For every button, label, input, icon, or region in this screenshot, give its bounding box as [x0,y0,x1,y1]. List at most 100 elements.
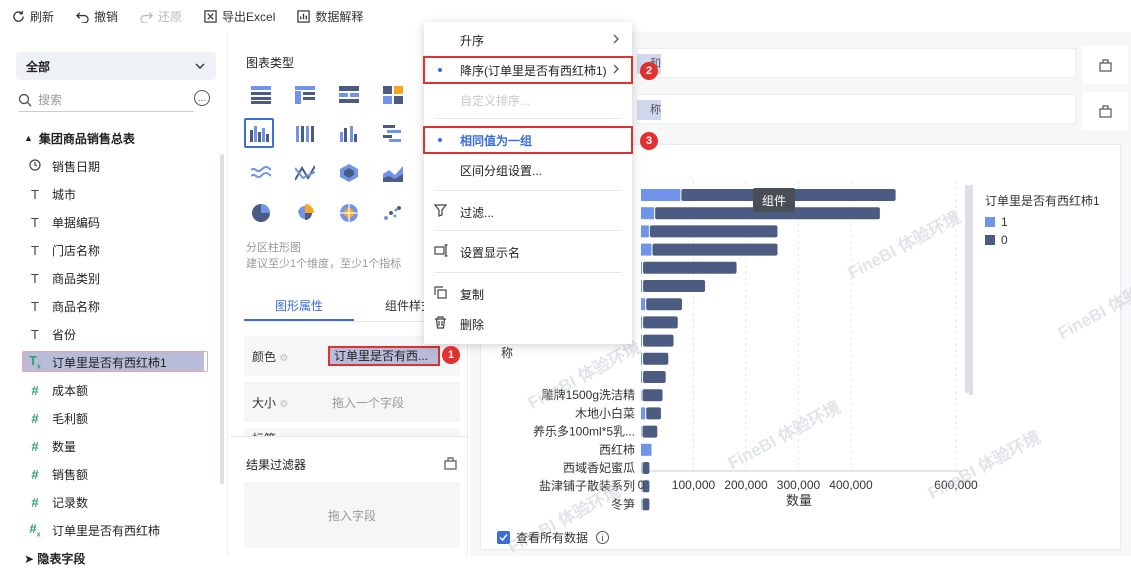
menu-item-descending[interactable]: 降序(订单里是否有西红柿1) [424,56,632,84]
explain-label: 数据解释 [315,9,364,24]
stacked-bar-chart-icon[interactable] [290,118,320,148]
kpi-card-icon[interactable] [378,80,408,110]
search-input[interactable]: 搜索 [18,88,194,112]
result-filter-dropzone[interactable]: 拖入字段 [244,482,460,548]
field-item[interactable]: # 记录数 [0,488,228,516]
search-icon [18,93,32,106]
field-item-selected[interactable]: Tx 订单里是否有西红柿1 [0,348,228,376]
menu-label: 自定义排序... [460,93,531,108]
size-label-text: 大小 [252,395,277,410]
sunburst-chart-icon[interactable] [334,198,364,228]
field-group-collapsed[interactable]: ➤ 隐表字段 [0,544,228,572]
partition-bar-chart-icon[interactable] [244,118,274,148]
refresh-label: 刷新 [30,9,55,24]
field-item[interactable]: 销售日期 [0,152,228,180]
field-item[interactable]: T 城市 [0,180,228,208]
label-property-row: 标签 [244,428,460,436]
legend-label: 1 [1001,215,1008,229]
number-icon: # [31,494,39,510]
undo-button[interactable]: 撤销 [76,8,118,25]
field-item[interactable]: #x 订单里是否有西红柿 [0,516,228,544]
number-icon: # [31,466,39,482]
field-item[interactable]: # 成本额 [0,376,228,404]
y-axis-dropzone[interactable]: 称 [636,94,1076,124]
export-excel-button[interactable]: 导出Excel [204,8,275,25]
chart-type-title: 图表类型 [246,56,295,70]
field-label: 省份 [52,327,77,342]
tab-component-style[interactable]: 组件样式 [384,299,433,313]
x-axis-dropzone[interactable]: 和 [636,48,1076,78]
x-tick-label: 100,000 [672,478,716,492]
data-explain-button[interactable]: 数据解释 [297,8,363,25]
area-chart-icon[interactable] [378,158,408,188]
number-icon: # [31,410,39,426]
bar-series-1 [641,334,643,347]
scatter-chart-icon[interactable] [378,198,408,228]
rose-chart-icon[interactable] [290,198,320,228]
settings-icon[interactable]: ⚙ [279,398,289,410]
field-label: 订单里是否有西红柿1 [52,355,167,370]
y-axis-settings-icon[interactable] [1082,92,1128,130]
panel-splitter[interactable] [230,436,468,444]
field-item[interactable]: # 销售额 [0,460,228,488]
field-item[interactable]: T 单据编码 [0,208,228,236]
scrollbar[interactable] [220,154,224,484]
table-chart-icon[interactable] [246,80,276,110]
chevron-right-icon [613,64,619,74]
chart-scrollbar[interactable] [965,185,969,393]
component-tooltip: 组件 [753,188,795,212]
bar-series-1 [641,316,643,329]
refresh-icon [13,10,24,22]
bar-series-1 [641,389,642,402]
menu-item-interval-group[interactable]: 区间分组设置... [424,156,632,184]
export-label: 导出Excel [222,9,276,24]
menu-item-ascending[interactable]: 升序 [424,26,632,54]
line-chart-icon[interactable] [290,158,320,188]
filter-settings-icon[interactable] [444,457,457,470]
bar-series-0 [643,280,706,292]
info-icon[interactable]: i [596,531,610,544]
bar-series-1 [641,243,652,256]
tab-graph-properties[interactable]: 图形属性 [244,290,354,321]
wave-chart-icon[interactable] [246,158,276,188]
annotation-box-same-value [423,126,633,154]
menu-item-display-name[interactable]: 设置显示名 [424,238,632,266]
menu-item-delete[interactable]: 删除 [424,310,632,338]
menu-item-copy[interactable]: 复制 [424,280,632,308]
field-item[interactable]: T 商品类别 [0,264,228,292]
menu-item-custom-sort[interactable]: 自定义排序... [424,86,632,114]
menu-label: 相同值为一组 [460,133,533,148]
menu-item-filter[interactable]: 过滤... [424,198,632,226]
radar-chart-icon[interactable] [334,158,364,188]
view-all-data-checkbox[interactable]: 查看所有数据 i [497,529,610,546]
detail-table-icon[interactable] [334,80,364,110]
settings-icon[interactable]: ⚙ [279,352,289,364]
clock-icon [28,158,42,174]
field-item[interactable]: # 数量 [0,432,228,460]
legend-title: 订单里是否有西红柿1 [985,193,1100,208]
cross-table-icon[interactable] [290,80,320,110]
x-axis-settings-icon[interactable] [1082,46,1128,84]
more-options-icon[interactable]: … [194,90,210,106]
menu-item-same-value-group[interactable]: 相同值为一组 [424,126,632,154]
field-item[interactable]: T 商品名称 [0,292,228,320]
redo-label: 还原 [158,9,183,24]
scope-select[interactable]: 全部 [16,52,216,80]
refresh-button[interactable]: 刷新 [12,8,54,25]
field-item[interactable]: T 门店名称 [0,236,228,264]
pie-chart-icon[interactable] [246,198,276,228]
field-item[interactable]: # 毛利额 [0,404,228,432]
grouped-bar-chart-icon[interactable] [334,118,364,148]
field-item[interactable]: T 省份 [0,320,228,348]
y-axis-field-pill[interactable]: 称 [637,100,661,120]
size-drop-placeholder[interactable]: 拖入一个字段 [332,396,405,410]
redo-button[interactable]: 还原 [140,8,182,25]
range-bar-chart-icon[interactable] [378,118,408,148]
field-label: 成本额 [52,383,89,398]
field-group[interactable]: ▲ 集团商品销售总表 [0,124,228,152]
y-tick-label: 养乐多100ml*5乳... [533,424,635,439]
color-field-pill[interactable]: 订单里是否有西... [328,346,440,366]
field-label: 毛利额 [52,411,89,426]
menu-separator [434,190,622,191]
